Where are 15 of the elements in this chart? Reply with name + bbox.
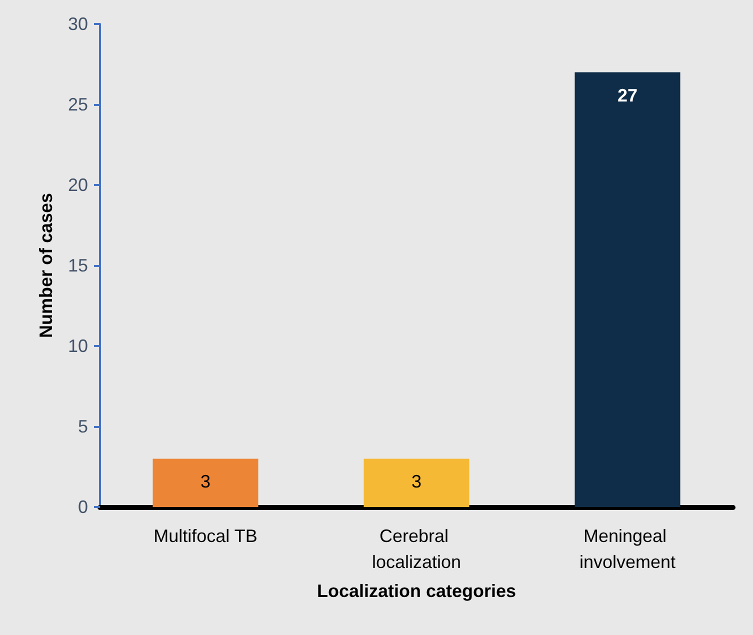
data-label: 3 [200, 472, 211, 492]
y-tick-label: 5 [78, 416, 88, 436]
y-tick-label: 30 [68, 14, 88, 34]
x-tick-label: Multifocal TB [154, 526, 258, 546]
y-tick-label: 20 [68, 175, 88, 195]
y-tick-label: 10 [68, 336, 88, 356]
y-tick-label: 15 [68, 256, 88, 276]
data-label: 27 [617, 85, 638, 106]
x-tick-label: Cerebral localization [372, 526, 462, 572]
x-tick-label: Meningeal involvement [579, 526, 676, 572]
y-tick-label: 25 [68, 94, 88, 114]
x-axis-title: Localization categories [316, 581, 516, 601]
y-axis-title: Number of cases [36, 192, 56, 338]
y-tick-label: 0 [78, 497, 88, 517]
data-label: 3 [411, 472, 422, 492]
